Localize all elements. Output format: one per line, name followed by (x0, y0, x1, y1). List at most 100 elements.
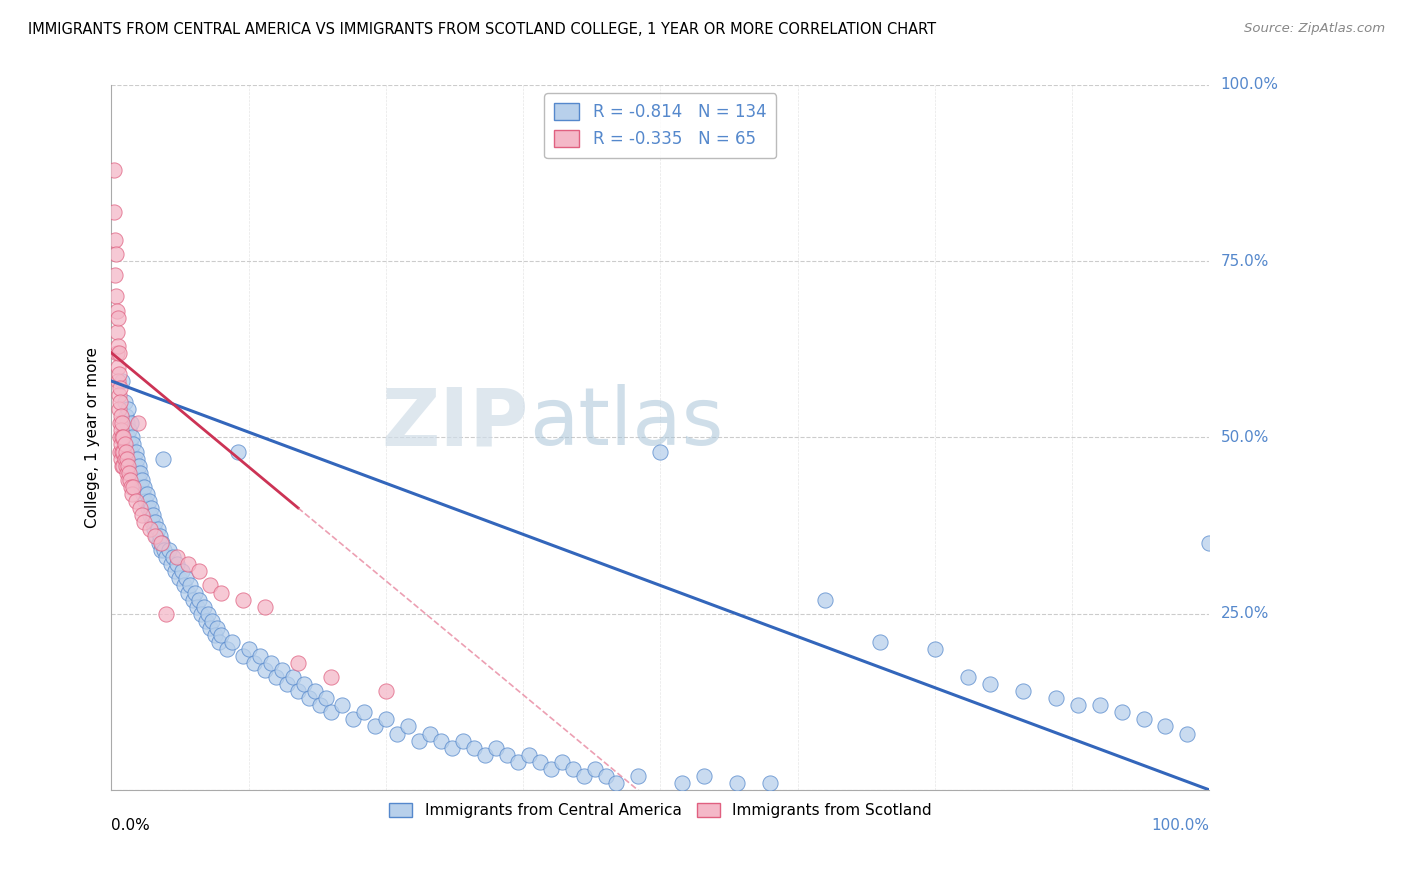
Point (120, 437, 142, 451)
Point (374, 713, 396, 727)
Point (572, 769, 595, 783)
Point (131, 508, 153, 522)
Point (281, 670, 304, 684)
Point (127, 466, 149, 480)
Point (114, 437, 136, 451)
Point (287, 684, 309, 698)
Point (583, 762, 606, 776)
Point (179, 578, 201, 592)
Point (440, 740, 463, 755)
Point (132, 487, 155, 501)
Point (110, 437, 132, 451)
Point (1045, 691, 1067, 706)
Point (127, 417, 149, 431)
Point (869, 635, 891, 649)
Point (120, 417, 142, 431)
Point (128, 458, 150, 473)
Point (190, 607, 212, 621)
Point (595, 769, 617, 783)
Point (254, 599, 277, 614)
Point (205, 621, 228, 635)
Point (270, 663, 292, 677)
Point (208, 635, 231, 649)
Point (122, 480, 145, 494)
Point (259, 656, 281, 670)
Point (165, 565, 187, 579)
Point (135, 487, 157, 501)
Point (108, 388, 131, 402)
Point (550, 755, 572, 769)
Point (243, 656, 266, 670)
Point (186, 599, 208, 614)
Point (166, 550, 188, 565)
Point (117, 430, 139, 444)
Point (103, 162, 125, 177)
Point (249, 648, 271, 663)
Point (112, 430, 135, 444)
Point (232, 648, 254, 663)
Point (540, 762, 562, 776)
Point (108, 381, 131, 395)
Point (120, 444, 142, 458)
Point (155, 607, 177, 621)
Point (174, 571, 197, 585)
Point (108, 430, 131, 444)
Point (124, 451, 146, 466)
Point (108, 417, 131, 431)
Point (814, 592, 837, 607)
Point (725, 776, 748, 790)
Point (430, 733, 453, 747)
Point (495, 747, 517, 762)
Point (107, 374, 129, 388)
Point (238, 641, 260, 656)
Point (122, 437, 145, 451)
Point (115, 417, 138, 431)
Text: ZIP: ZIP (381, 384, 529, 462)
Point (110, 451, 132, 466)
Text: 0.0%: 0.0% (111, 818, 150, 833)
Point (121, 487, 143, 501)
Point (107, 339, 129, 353)
Point (408, 733, 430, 747)
Point (118, 423, 141, 437)
Text: atlas: atlas (529, 384, 723, 462)
Point (108, 346, 131, 360)
Point (396, 719, 419, 733)
Point (304, 684, 326, 698)
Point (1177, 726, 1199, 740)
Point (134, 515, 156, 529)
Point (108, 402, 131, 417)
Point (177, 585, 200, 599)
Point (330, 698, 353, 713)
Point (353, 706, 375, 720)
Point (111, 430, 134, 444)
Point (136, 500, 159, 515)
Point (115, 451, 138, 466)
Point (105, 325, 128, 339)
Point (146, 522, 169, 536)
Point (145, 529, 167, 543)
Point (104, 247, 127, 261)
Point (385, 726, 408, 740)
Point (309, 698, 332, 713)
Point (254, 663, 277, 677)
Point (1088, 698, 1111, 713)
Point (115, 466, 138, 480)
Point (150, 536, 173, 550)
Point (215, 641, 238, 656)
Point (166, 558, 188, 572)
Point (693, 769, 716, 783)
Point (105, 303, 128, 318)
Point (319, 670, 342, 684)
Point (157, 543, 180, 558)
Point (114, 458, 136, 473)
Point (162, 550, 184, 565)
Point (221, 635, 243, 649)
Point (226, 444, 249, 458)
Point (159, 558, 181, 572)
Point (474, 747, 496, 762)
Point (209, 628, 232, 642)
Point (114, 451, 136, 466)
Point (129, 466, 152, 480)
Point (451, 733, 474, 747)
